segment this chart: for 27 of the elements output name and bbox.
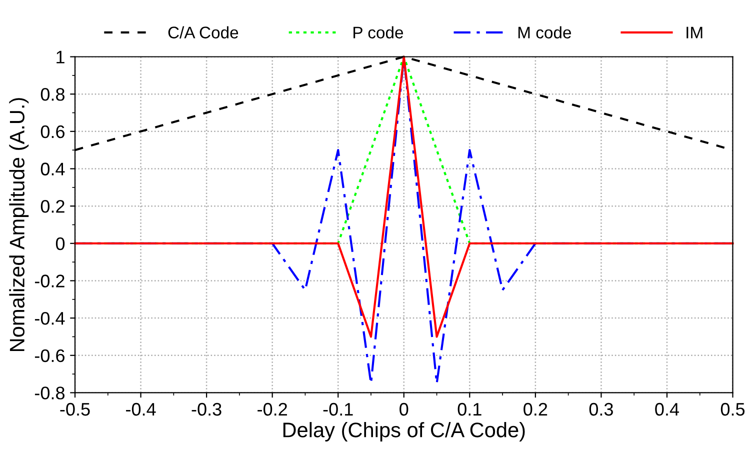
x-tick-label: -0.5 [60,402,90,416]
x-axis-title: Delay (Chips of C/A Code) [283,422,525,442]
x-tick-label: -0.1 [323,402,353,416]
y-tick-label: 0.8 [40,88,64,101]
x-tick-label: 0.2 [524,402,548,416]
y-axis-title: Nomalized Amplitude (A.U.) [9,98,29,351]
x-tick-label: -0.3 [192,402,222,416]
legend-label: M code [518,26,572,38]
y-tick-label: 0 [56,237,65,250]
x-tick-label: 0.1 [458,402,482,416]
y-tick-label: -0.6 [34,349,64,362]
x-tick-label: 0.4 [655,402,679,416]
x-tick-label: -0.2 [258,402,287,416]
y-tick-label: 0.4 [40,162,65,176]
y-tick-label: -0.8 [34,386,64,400]
y-tick-label: -0.2 [34,274,64,288]
x-tick-label: 0 [400,402,408,416]
legend-label: IM [686,26,702,38]
y-tick-label: 0.6 [40,125,64,138]
x-tick-label: -0.4 [126,402,156,416]
legend-label: P code [354,26,404,38]
x-tick-label: 0.3 [589,402,613,416]
x-tick-label: 0.5 [720,402,745,416]
y-tick-label: 1 [56,50,64,64]
legend-label: C/A Code [168,26,238,38]
y-tick-label: 0.2 [40,200,64,213]
y-tick-label: -0.4 [34,312,65,325]
